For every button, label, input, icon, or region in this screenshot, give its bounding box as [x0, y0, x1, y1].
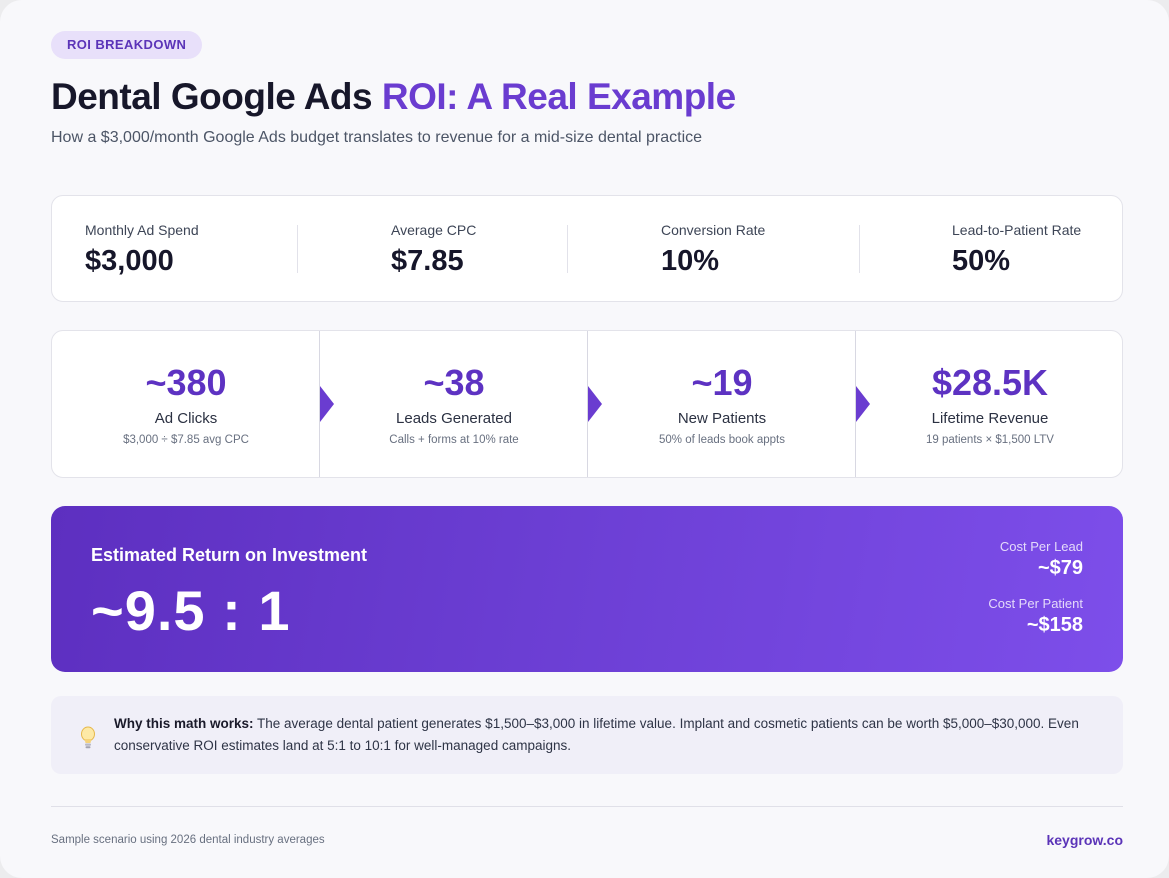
page-title: Dental Google Ads ROI: A Real Example [51, 76, 736, 118]
chevron-right-icon [320, 386, 334, 422]
stat-divider [297, 225, 298, 273]
roi-breakdown-badge: ROI BREAKDOWN [51, 31, 203, 59]
funnel-divider [587, 331, 588, 477]
metric-label: Cost Per Patient [988, 596, 1083, 611]
stat-divider [859, 225, 860, 273]
title-accent: ROI: A Real Example [381, 76, 736, 117]
brand-logo-text: keygrow.co [1046, 832, 1123, 848]
page-subtitle: How a $3,000/month Google Ads budget tra… [51, 129, 703, 146]
funnel-value: ~19 [691, 362, 753, 403]
metric-cost-per-patient: Cost Per Patient ~$158 [988, 596, 1083, 637]
metric-label: Cost Per Lead [999, 539, 1083, 554]
funnel-value: $28.5K [931, 362, 1049, 403]
funnel-value: ~38 [423, 362, 485, 403]
roi-value: ~9.5 : 1 [91, 579, 291, 642]
funnel-divider [855, 331, 856, 477]
explanation-note: Why this math works: The average dental … [51, 696, 1123, 774]
funnel-label: Lifetime Revenue [931, 410, 1049, 427]
stat-divider [567, 225, 568, 273]
funnel-description: Calls + forms at 10% rate [389, 434, 519, 446]
funnel-value: ~380 [145, 362, 227, 403]
stat-monthly-ad-spend: Monthly Ad Spend $3,000 [85, 222, 199, 278]
note-text: Why this math works: The average dental … [114, 713, 1104, 757]
stat-label: Average CPC [391, 222, 477, 238]
title-main: Dental Google Ads [51, 76, 382, 117]
stat-value: 10% [661, 245, 720, 277]
stat-label: Lead-to-Patient Rate [952, 222, 1082, 238]
funnel-label: Ad Clicks [154, 410, 218, 427]
funnel-label: Leads Generated [396, 410, 512, 427]
stat-average-cpc: Average CPC $7.85 [391, 222, 476, 278]
funnel-step-leads-generated: ~38 Leads Generated Calls + forms at 10%… [320, 331, 588, 477]
stat-label: Conversion Rate [661, 222, 766, 238]
footer-caption: Sample scenario using 2026 dental indust… [51, 834, 325, 846]
metric-value: ~$158 [1026, 614, 1083, 636]
footer-divider [51, 806, 1123, 807]
stat-label: Monthly Ad Spend [85, 222, 199, 238]
stat-conversion-rate: Conversion Rate 10% [661, 222, 765, 278]
stat-lead-to-patient-rate: Lead-to-Patient Rate 50% [952, 222, 1081, 278]
roi-summary-panel: Estimated Return on Investment ~9.5 : 1 … [51, 506, 1123, 672]
funnel-description: 19 patients × $1,500 LTV [926, 434, 1054, 446]
funnel-step-new-patients: ~19 New Patients 50% of leads book appts [588, 331, 856, 477]
metric-cost-per-lead: Cost Per Lead ~$79 [1000, 539, 1083, 580]
stat-value: $7.85 [391, 245, 464, 277]
inputs-stats-bar: Monthly Ad Spend $3,000 Average CPC $7.8… [51, 195, 1123, 302]
lightbulb-icon [81, 726, 95, 749]
conversion-funnel: ~380 Ad Clicks $3,000 ÷ $7.85 avg CPC ~3… [51, 330, 1123, 478]
funnel-description: $3,000 ÷ $7.85 avg CPC [123, 434, 249, 446]
funnel-step-ad-clicks: ~380 Ad Clicks $3,000 ÷ $7.85 avg CPC [52, 331, 320, 477]
note-lead: Why this math works: [114, 716, 254, 731]
funnel-label: New Patients [677, 410, 767, 427]
funnel-divider [319, 331, 320, 477]
metric-value: ~$79 [1037, 557, 1083, 579]
stat-value: 50% [952, 245, 1011, 277]
chevron-right-icon [588, 386, 602, 422]
note-body: The average dental patient generates $1,… [114, 716, 1079, 753]
chevron-right-icon [856, 386, 870, 422]
funnel-step-lifetime-revenue: $28.5K Lifetime Revenue 19 patients × $1… [856, 331, 1124, 477]
roi-label: Estimated Return on Investment [91, 545, 368, 565]
funnel-description: 50% of leads book appts [659, 434, 785, 446]
stat-value: $3,000 [85, 245, 174, 277]
